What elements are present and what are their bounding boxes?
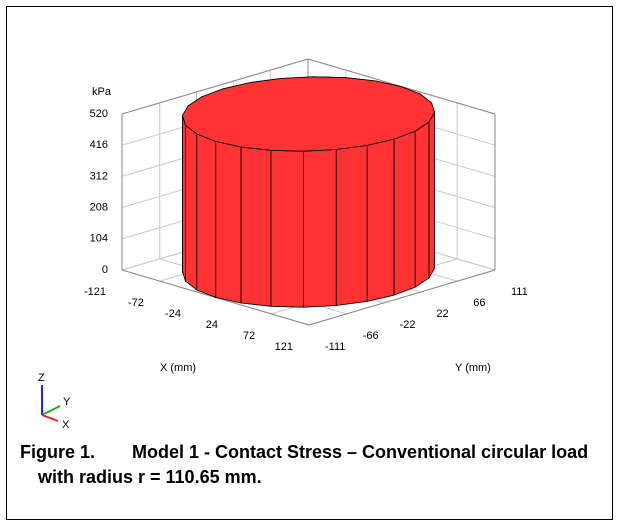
x-tick-label: 72 xyxy=(243,330,255,342)
box-edge xyxy=(308,269,496,326)
z-axis-label: kPa xyxy=(92,86,112,98)
cylinder-side xyxy=(335,144,368,306)
caption-label: Figure 1. xyxy=(20,442,96,462)
y-tick-label: 111 xyxy=(511,286,528,298)
y-tick-label: 22 xyxy=(436,308,448,320)
chart: kPa X (mm) Y (mm) Z Y X 0 104 208 312 416 520… xyxy=(38,58,528,431)
cylinder-top xyxy=(182,76,435,152)
y-axis-label: Y (mm) xyxy=(455,362,491,374)
caption-text: Model 1 - Contact Stress – Conventional … xyxy=(38,442,589,487)
y-tick-label: 66 xyxy=(473,297,485,309)
x-tick-label: -24 xyxy=(165,308,181,320)
z-tick-label: 520 xyxy=(90,108,108,120)
caption: Figure 1. Model 1 - Contact Stress – Conv… xyxy=(20,440,600,490)
y-tick-label: -22 xyxy=(400,319,416,331)
z-tick-label: 104 xyxy=(90,233,108,245)
axis-triad: Z Y X xyxy=(38,372,71,431)
box-edge xyxy=(121,58,309,115)
triad-y-label: Y xyxy=(63,396,71,408)
z-tick-label: 416 xyxy=(90,139,108,151)
z-tick-label: 208 xyxy=(90,202,108,214)
cylinder-side xyxy=(196,133,217,298)
triad-x-label: X xyxy=(62,419,70,431)
cylinder-side xyxy=(428,110,435,280)
y-tick-label: -111 xyxy=(325,341,345,353)
z-tick-label: 0 xyxy=(102,264,108,276)
x-axis-label: X (mm) xyxy=(160,362,196,374)
cylinder-side xyxy=(393,130,416,296)
x-tick-label: -121 xyxy=(84,286,106,298)
triad-y xyxy=(41,405,61,416)
triad-x xyxy=(41,414,59,422)
cylinder-side xyxy=(240,146,272,307)
cylinder-side xyxy=(185,124,198,291)
cylinder-side xyxy=(414,121,430,288)
triad-z-label: Z xyxy=(38,372,45,384)
cylinder xyxy=(182,76,435,308)
figure-frame xyxy=(6,6,613,520)
cylinder-side xyxy=(270,149,304,308)
cylinder-side xyxy=(182,115,186,282)
x-tick-label: 121 xyxy=(275,341,293,353)
x-tick-label: 24 xyxy=(206,319,218,331)
z-tick-label: 312 xyxy=(90,170,108,182)
cylinder-side xyxy=(303,149,337,308)
cylinder-side xyxy=(366,138,395,302)
x-tick-label: -72 xyxy=(128,297,144,309)
cylinder-side xyxy=(215,140,242,304)
y-tick-label: -66 xyxy=(363,330,379,342)
